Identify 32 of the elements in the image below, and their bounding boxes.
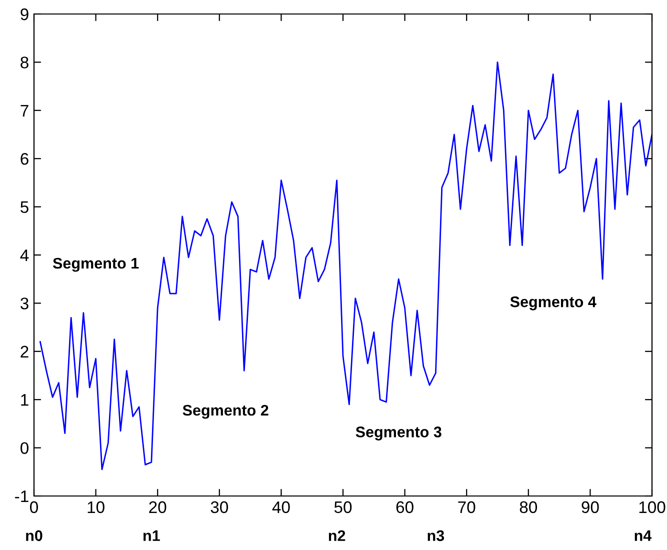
y-tick-label: 1 [21, 394, 28, 406]
x-tick-label: 90 [582, 501, 599, 514]
y-tick-label: 9 [20, 8, 28, 20]
y-tick-label: 8 [20, 56, 28, 68]
y-tick-label: 0 [20, 442, 28, 454]
x-tick-label: 50 [334, 501, 352, 514]
y-tick-label: 7 [20, 104, 28, 116]
x-tick-label: 100 [639, 501, 666, 514]
text: n2 [328, 530, 346, 541]
text: n0 [26, 530, 42, 542]
text: n3 [428, 530, 444, 542]
x-tick-label: 10 [88, 501, 104, 514]
annotation: Segmento 1 [52, 258, 139, 272]
annotation: Segmento 4 [510, 296, 596, 310]
annotation: Segmento 3 [356, 426, 442, 440]
annotation: Segmento 2 [182, 404, 268, 419]
y-tick-label: -1 [15, 490, 28, 502]
x-tick-label: 20 [149, 501, 166, 514]
y-tick-label: 4 [20, 250, 29, 262]
x-tick-label: 40 [272, 501, 290, 514]
text: n1 [144, 530, 160, 541]
x-tick-label: 30 [210, 501, 228, 514]
y-tick-label: 3 [20, 298, 28, 310]
x-tick-label: 80 [520, 501, 538, 514]
y-tick-label: 5 [20, 201, 28, 214]
x-tick-label: 70 [458, 501, 476, 514]
y-tick-label: 2 [20, 346, 28, 358]
text: n4 [634, 530, 652, 541]
x-tick-label: 0 [30, 501, 38, 514]
y-tick-label: 6 [20, 153, 28, 165]
line-series [39, 62, 652, 470]
x-tick-label: 60 [396, 501, 414, 514]
